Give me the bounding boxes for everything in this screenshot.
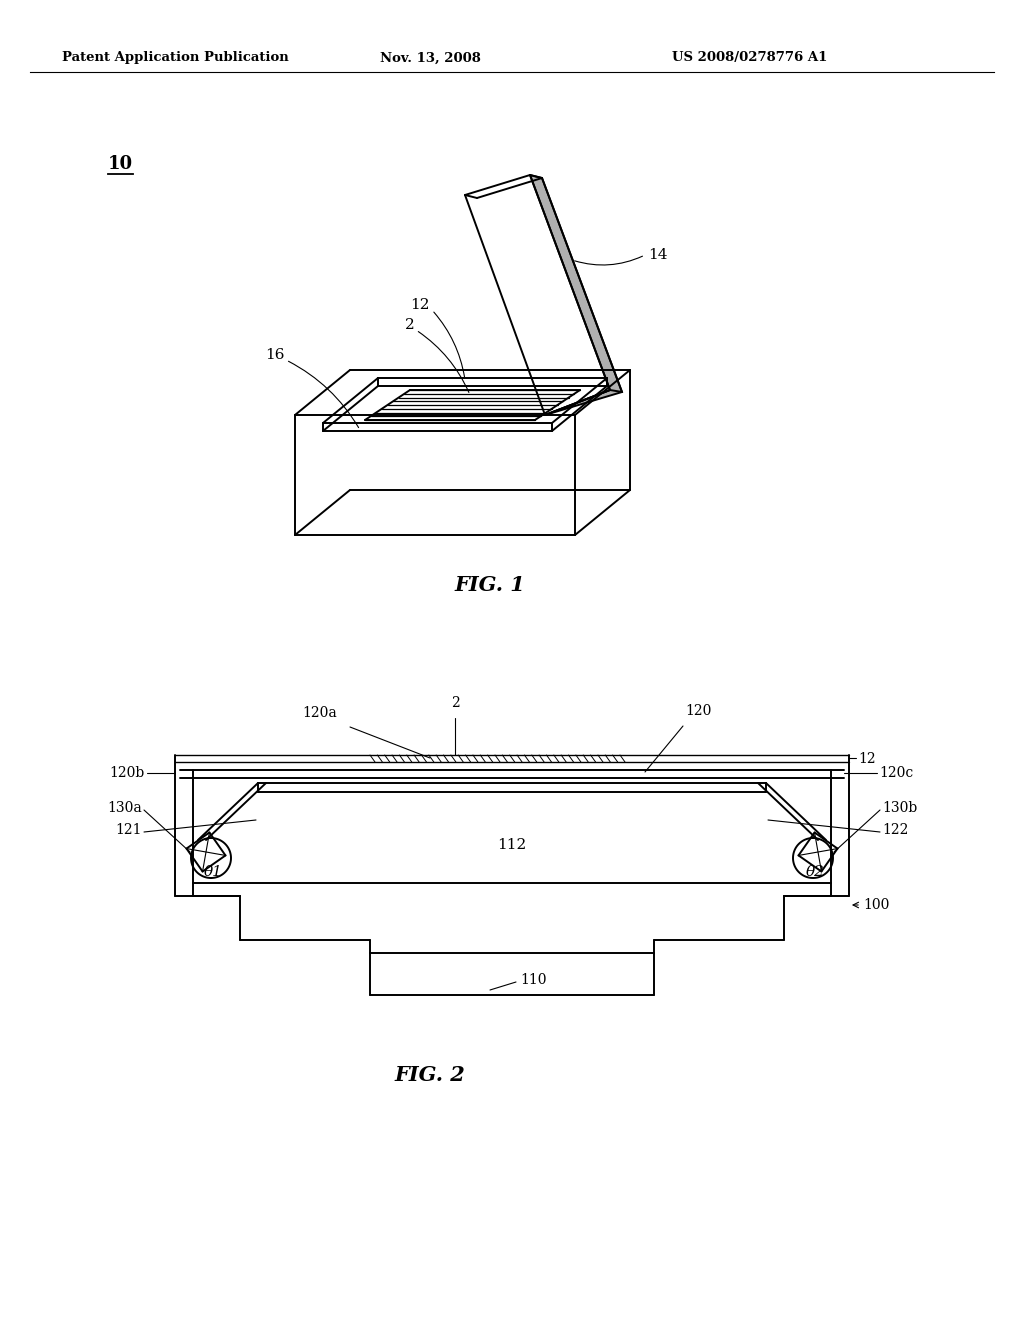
Text: 16: 16	[265, 348, 285, 362]
Polygon shape	[530, 176, 622, 414]
Text: 120: 120	[685, 704, 712, 718]
Text: 2: 2	[451, 696, 460, 710]
Text: 130a: 130a	[108, 801, 142, 814]
Text: 130b: 130b	[882, 801, 918, 814]
Text: FIG. 1: FIG. 1	[455, 576, 525, 595]
Text: 120c: 120c	[879, 766, 913, 780]
Text: 12: 12	[411, 298, 430, 312]
Text: θ1: θ1	[204, 865, 222, 879]
Text: 120a: 120a	[303, 706, 337, 719]
Text: FIG. 2: FIG. 2	[394, 1065, 465, 1085]
Text: 100: 100	[863, 898, 890, 912]
Text: 121: 121	[116, 822, 142, 837]
Text: θ2: θ2	[806, 865, 824, 879]
Text: 12: 12	[858, 752, 876, 766]
Text: 122: 122	[882, 822, 908, 837]
Text: Nov. 13, 2008: Nov. 13, 2008	[380, 51, 480, 65]
Text: 14: 14	[648, 248, 668, 261]
Text: 110: 110	[520, 973, 547, 987]
Text: US 2008/0278776 A1: US 2008/0278776 A1	[673, 51, 827, 65]
Text: 2: 2	[406, 318, 415, 333]
Text: 120b: 120b	[110, 766, 145, 780]
Text: Patent Application Publication: Patent Application Publication	[61, 51, 289, 65]
Text: 112: 112	[498, 838, 526, 851]
Text: 10: 10	[108, 154, 133, 173]
